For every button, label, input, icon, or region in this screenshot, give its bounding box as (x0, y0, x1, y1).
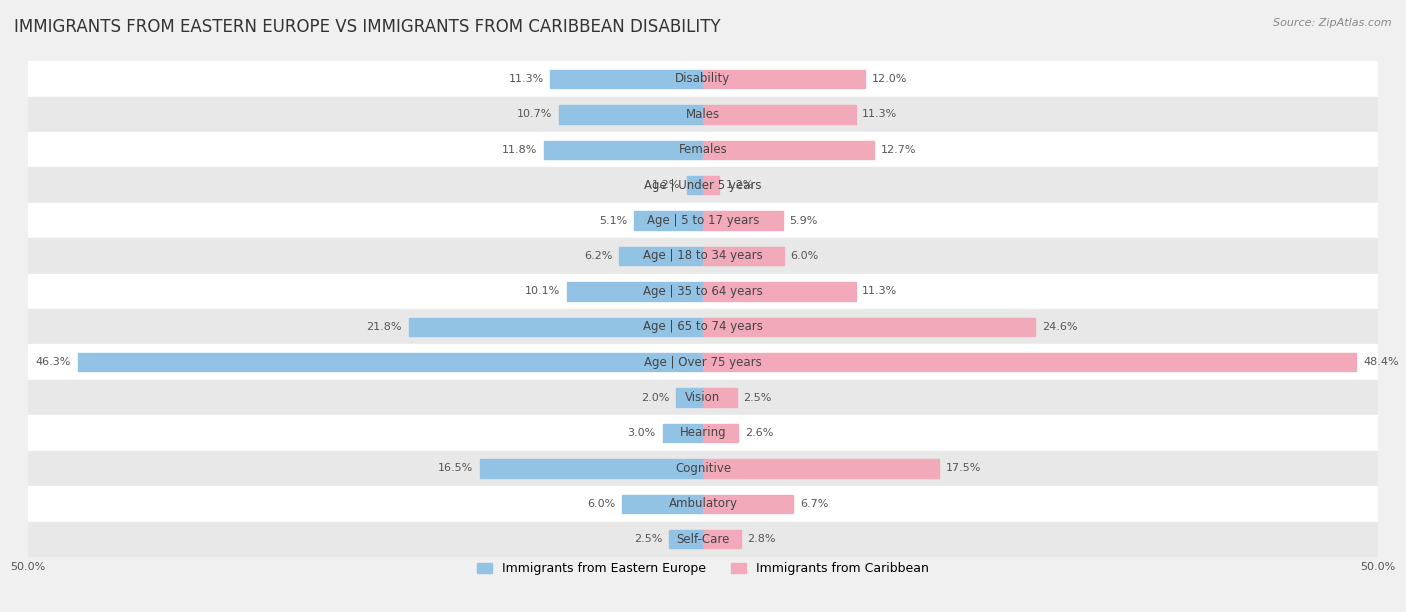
Text: 48.4%: 48.4% (1362, 357, 1399, 367)
Bar (662, 424, 703, 442)
Text: 11.8%: 11.8% (502, 144, 537, 155)
Bar (703, 211, 783, 230)
Bar (558, 105, 703, 124)
Text: 46.3%: 46.3% (37, 357, 72, 367)
Text: 6.7%: 6.7% (800, 499, 828, 509)
Bar (28, 168, 1378, 203)
Bar (703, 318, 1035, 336)
Text: Age | 18 to 34 years: Age | 18 to 34 years (643, 250, 763, 263)
Text: 6.2%: 6.2% (583, 251, 613, 261)
Bar (703, 459, 939, 477)
Text: Ambulatory: Ambulatory (668, 498, 738, 510)
Bar (703, 282, 855, 300)
Text: 6.0%: 6.0% (790, 251, 818, 261)
Bar (619, 247, 703, 265)
Bar (28, 274, 1378, 309)
Bar (28, 345, 1378, 380)
Bar (544, 141, 703, 159)
Legend: Immigrants from Eastern Europe, Immigrants from Caribbean: Immigrants from Eastern Europe, Immigran… (472, 558, 934, 580)
Bar (703, 141, 875, 159)
Bar (703, 424, 738, 442)
Text: Age | Over 75 years: Age | Over 75 years (644, 356, 762, 368)
Text: 2.6%: 2.6% (745, 428, 773, 438)
Text: 2.5%: 2.5% (744, 392, 772, 403)
Bar (551, 70, 703, 88)
Text: 2.0%: 2.0% (641, 392, 669, 403)
Text: 3.0%: 3.0% (627, 428, 655, 438)
Bar (28, 61, 1378, 97)
Bar (28, 203, 1378, 238)
Bar (409, 318, 703, 336)
Text: 21.8%: 21.8% (367, 322, 402, 332)
Bar (703, 353, 1357, 371)
Text: Age | Under 5 years: Age | Under 5 years (644, 179, 762, 192)
Bar (676, 389, 703, 407)
Bar (28, 380, 1378, 416)
Text: 11.3%: 11.3% (862, 110, 897, 119)
Text: Females: Females (679, 143, 727, 156)
Bar (634, 211, 703, 230)
Text: 17.5%: 17.5% (946, 463, 981, 474)
Bar (567, 282, 703, 300)
Text: 2.8%: 2.8% (748, 534, 776, 544)
Text: 11.3%: 11.3% (862, 286, 897, 296)
Bar (28, 132, 1378, 168)
Text: 12.0%: 12.0% (872, 74, 907, 84)
Text: 5.1%: 5.1% (599, 215, 627, 226)
Text: Males: Males (686, 108, 720, 121)
Bar (621, 494, 703, 513)
Bar (703, 530, 741, 548)
Text: IMMIGRANTS FROM EASTERN EUROPE VS IMMIGRANTS FROM CARIBBEAN DISABILITY: IMMIGRANTS FROM EASTERN EUROPE VS IMMIGR… (14, 18, 721, 36)
Bar (703, 247, 785, 265)
Text: 16.5%: 16.5% (439, 463, 474, 474)
Text: Self-Care: Self-Care (676, 532, 730, 546)
Text: 12.7%: 12.7% (882, 144, 917, 155)
Bar (703, 494, 793, 513)
Text: 2.5%: 2.5% (634, 534, 662, 544)
Bar (28, 97, 1378, 132)
Text: 10.7%: 10.7% (516, 110, 551, 119)
Text: Cognitive: Cognitive (675, 462, 731, 475)
Text: Source: ZipAtlas.com: Source: ZipAtlas.com (1274, 18, 1392, 28)
Text: Age | 5 to 17 years: Age | 5 to 17 years (647, 214, 759, 227)
Bar (28, 486, 1378, 521)
Bar (28, 309, 1378, 345)
Bar (28, 521, 1378, 557)
Text: 5.9%: 5.9% (789, 215, 818, 226)
Text: 6.0%: 6.0% (588, 499, 616, 509)
Text: Age | 65 to 74 years: Age | 65 to 74 years (643, 320, 763, 334)
Bar (28, 238, 1378, 274)
Text: 11.3%: 11.3% (509, 74, 544, 84)
Bar (79, 353, 703, 371)
Bar (28, 416, 1378, 450)
Bar (703, 70, 865, 88)
Bar (481, 459, 703, 477)
Text: Disability: Disability (675, 72, 731, 86)
Text: Hearing: Hearing (679, 427, 727, 439)
Text: 24.6%: 24.6% (1042, 322, 1077, 332)
Text: 1.2%: 1.2% (725, 180, 755, 190)
Text: Age | 35 to 64 years: Age | 35 to 64 years (643, 285, 763, 298)
Bar (28, 450, 1378, 486)
Bar (703, 176, 720, 195)
Bar (703, 105, 855, 124)
Bar (703, 389, 737, 407)
Text: Vision: Vision (685, 391, 721, 404)
Text: 10.1%: 10.1% (524, 286, 560, 296)
Text: 1.2%: 1.2% (651, 180, 681, 190)
Bar (669, 530, 703, 548)
Bar (686, 176, 703, 195)
